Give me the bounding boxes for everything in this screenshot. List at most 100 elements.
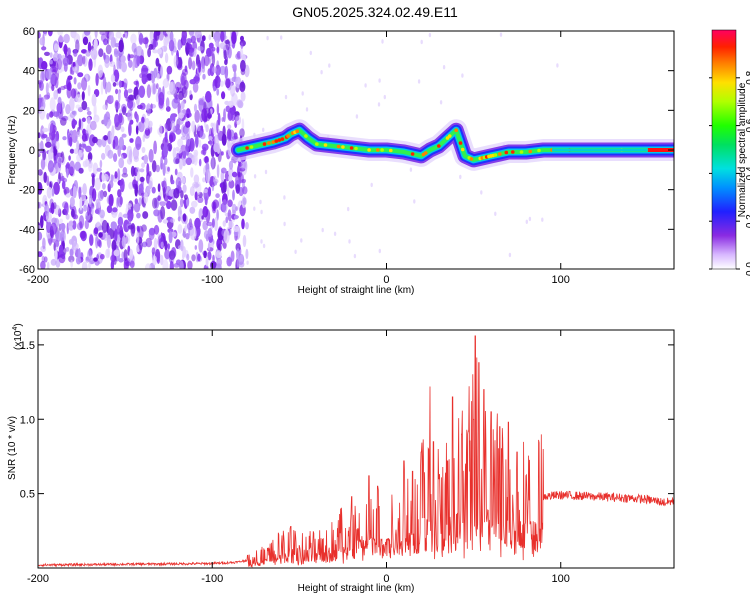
noise-speckle xyxy=(61,180,66,190)
noise-speckle xyxy=(128,54,135,59)
noise-speckle xyxy=(143,191,148,204)
noise-speckle xyxy=(135,45,143,57)
noise-speckle xyxy=(204,156,209,164)
noise-speckle xyxy=(39,37,45,46)
noise-speckle xyxy=(172,147,177,160)
noise-speckle xyxy=(79,196,83,211)
noise-speckle xyxy=(173,97,181,104)
noise-speckle-faint xyxy=(283,195,286,200)
noise-speckle xyxy=(231,63,237,70)
noise-speckle xyxy=(128,59,133,68)
noise-speckle-faint xyxy=(461,73,464,78)
noise-speckle xyxy=(95,73,99,86)
noise-speckle xyxy=(162,162,166,176)
noise-speckle xyxy=(63,189,67,196)
noise-speckle xyxy=(203,54,210,67)
noise-speckle xyxy=(58,254,66,264)
noise-speckle xyxy=(146,163,150,177)
noise-speckle xyxy=(183,194,188,200)
noise-speckle xyxy=(138,33,144,45)
noise-speckle xyxy=(47,31,53,37)
noise-speckle-faint xyxy=(253,206,256,211)
noise-speckle xyxy=(232,189,235,201)
noise-speckle xyxy=(226,183,230,197)
noise-speckle xyxy=(192,181,199,189)
noise-speckle xyxy=(77,82,82,90)
noise-speckle xyxy=(78,143,82,151)
noise-speckle xyxy=(100,33,107,42)
noise-speckle xyxy=(88,58,93,71)
noise-speckle xyxy=(240,160,246,170)
noise-speckle xyxy=(43,171,47,184)
noise-speckle xyxy=(188,137,195,152)
noise-speckle xyxy=(158,124,163,138)
noise-speckle xyxy=(123,249,128,262)
noise-speckle xyxy=(115,88,119,95)
noise-speckle xyxy=(72,110,77,116)
ridge-hotspot xyxy=(315,142,319,146)
noise-speckle xyxy=(128,217,132,224)
noise-speckle xyxy=(224,100,230,105)
ridge-hotspot xyxy=(437,144,441,148)
noise-speckle xyxy=(112,139,116,150)
noise-speckle xyxy=(216,119,219,134)
noise-speckle xyxy=(117,168,121,182)
noise-speckle xyxy=(127,99,134,109)
noise-speckle xyxy=(220,31,225,43)
noise-speckle xyxy=(38,182,43,195)
noise-speckle xyxy=(100,81,104,95)
noise-speckle xyxy=(181,85,188,99)
noise-speckle xyxy=(93,38,98,50)
noise-speckle xyxy=(152,197,158,209)
noise-speckle xyxy=(168,39,175,52)
noise-speckle xyxy=(79,221,83,229)
noise-speckle-faint xyxy=(262,127,265,132)
noise-speckle-faint xyxy=(508,252,512,258)
noise-speckle xyxy=(113,50,120,58)
noise-speckle xyxy=(222,125,226,138)
noise-speckle xyxy=(177,63,183,71)
noise-speckle xyxy=(203,188,208,194)
noise-speckle xyxy=(133,202,141,213)
noise-speckle xyxy=(216,46,220,53)
snr-line xyxy=(38,335,674,568)
noise-speckle xyxy=(110,95,114,103)
noise-speckle-faint xyxy=(266,35,269,41)
noise-speckle xyxy=(191,60,196,71)
noise-speckle xyxy=(82,183,87,196)
noise-speckle xyxy=(72,242,79,251)
noise-speckle xyxy=(215,40,220,48)
noise-speckle xyxy=(213,142,219,153)
noise-speckle xyxy=(175,94,179,100)
spectrogram-y-tick-label: 20 xyxy=(23,105,35,117)
noise-speckle xyxy=(119,225,124,239)
colorbar: 0.0 0.2 0.4 0.6 0.8 Normalized spectral ampl… xyxy=(709,29,750,276)
noise-speckle xyxy=(215,64,221,77)
noise-speckle xyxy=(59,218,63,224)
noise-speckle xyxy=(69,97,75,112)
noise-speckle xyxy=(113,249,120,257)
snr-x-tick-label: 0 xyxy=(383,573,389,585)
noise-speckle xyxy=(180,190,184,199)
noise-speckle xyxy=(101,152,106,160)
snr-y-tick-label: 0.5 xyxy=(20,489,35,501)
noise-speckle xyxy=(160,65,163,78)
noise-speckle xyxy=(223,108,226,123)
noise-speckle xyxy=(114,171,118,179)
ridge-hotspot xyxy=(460,147,465,152)
noise-speckle xyxy=(242,186,248,195)
noise-speckle xyxy=(50,258,57,266)
noise-speckle xyxy=(139,176,145,182)
ridge-hotspot xyxy=(423,151,428,155)
noise-speckle xyxy=(86,110,92,116)
noise-speckle xyxy=(133,80,139,85)
noise-speckle xyxy=(142,134,146,143)
noise-speckle xyxy=(147,47,152,58)
noise-speckle xyxy=(236,99,243,107)
noise-speckle xyxy=(132,183,137,189)
noise-speckle xyxy=(47,233,51,239)
noise-speckle xyxy=(121,61,127,73)
noise-speckle xyxy=(130,223,136,237)
noise-speckle xyxy=(126,203,132,208)
noise-speckle xyxy=(121,133,127,138)
